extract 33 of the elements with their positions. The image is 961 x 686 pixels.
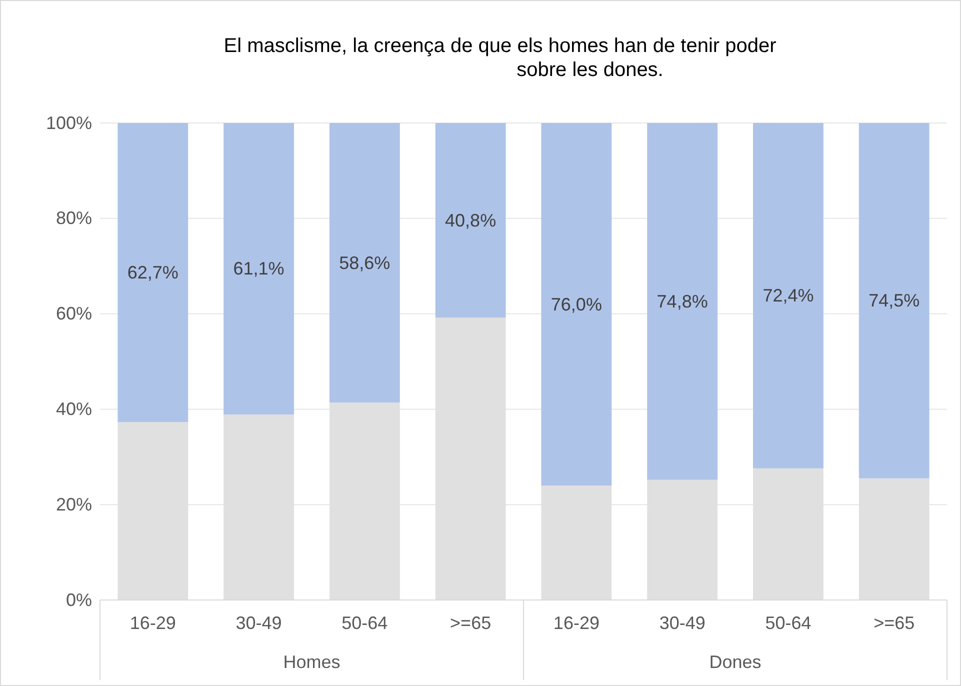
x-tick-label: >=65 (450, 612, 492, 633)
x-tick-label: >=65 (874, 612, 915, 633)
text: Dones (709, 652, 762, 672)
data-label: 62,7% (127, 262, 178, 283)
bar (329, 123, 400, 403)
bar (541, 123, 612, 486)
x-tick-label: 50-64 (765, 612, 812, 633)
text: Homes (283, 652, 340, 672)
bar (224, 123, 294, 414)
y-tick-label: 20% (56, 494, 92, 514)
data-label: 61,1% (233, 258, 284, 279)
x-tick-label: 16-29 (553, 612, 600, 633)
bar (647, 123, 718, 480)
bar (753, 123, 824, 468)
y-tick-label: 80% (56, 208, 92, 228)
bar (858, 123, 930, 478)
data-label: 40,8% (445, 210, 496, 230)
x-tick-label: 30-49 (659, 612, 706, 633)
data-label: 58,6% (339, 252, 390, 273)
data-label: 74,8% (656, 291, 708, 312)
x-tick-label: 16-29 (130, 612, 176, 633)
x-tick-label: 50-64 (342, 612, 388, 633)
y-tick-label: 100% (46, 112, 92, 133)
chart-title: El masclisme, la creença de que els homes han de tenir poder sobre les dones. (224, 35, 777, 81)
y-tick-label: 40% (56, 398, 92, 419)
data-label: 72,4% (762, 286, 814, 306)
y-tick-label: 60% (56, 304, 92, 324)
data-label: 76,0% (550, 294, 602, 314)
x-tick-label: 30-49 (236, 612, 282, 633)
bar (118, 123, 188, 422)
bar (435, 123, 506, 318)
data-label: 74,5% (868, 290, 920, 311)
y-tick-label: 0% (66, 590, 92, 610)
